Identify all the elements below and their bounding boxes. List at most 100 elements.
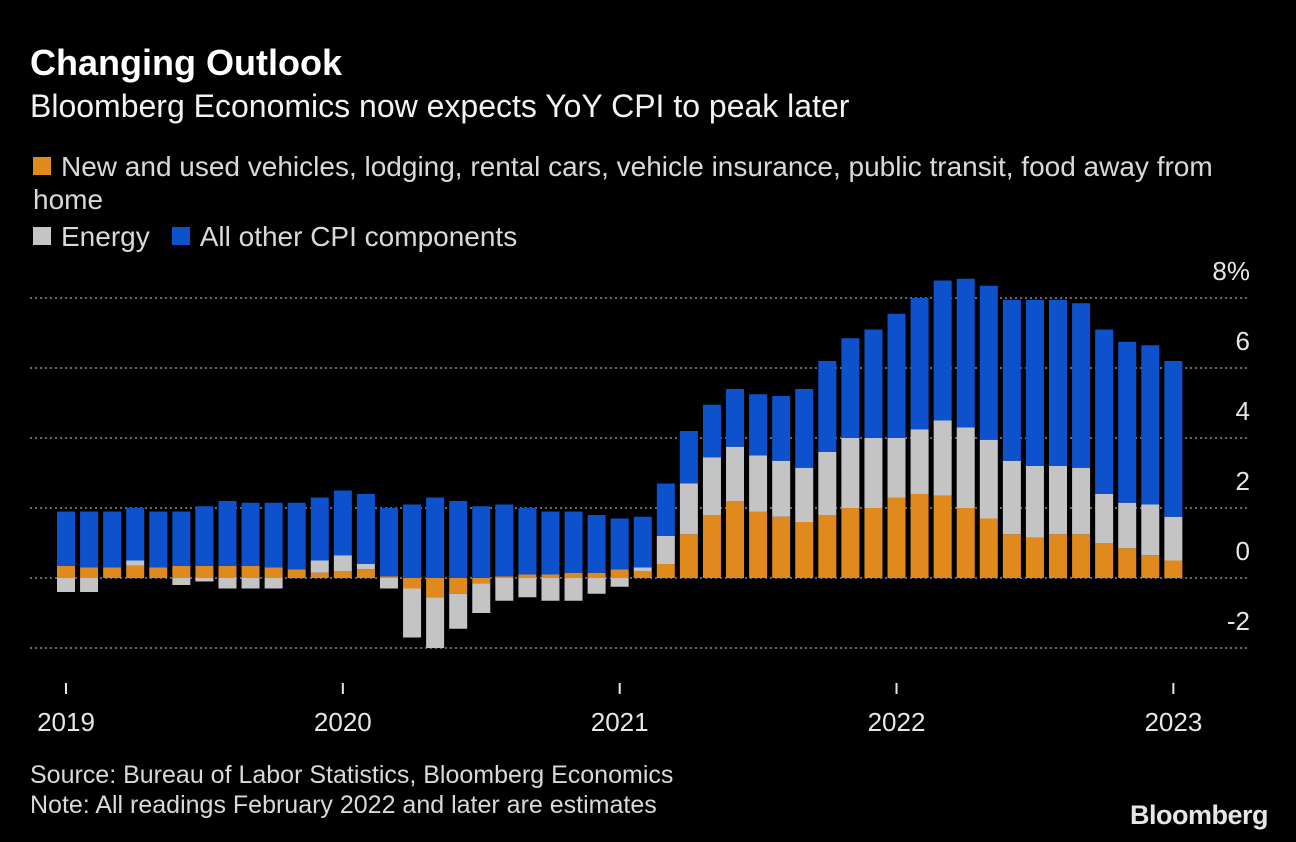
legend-label: New and used vehicles, lodging, rental c… <box>33 151 1213 215</box>
bar-segment <box>818 515 837 578</box>
bar-segment <box>172 565 191 578</box>
bar-segment <box>587 578 606 594</box>
bar-segment <box>1072 303 1091 468</box>
bar-segment <box>426 497 445 578</box>
bar-segment <box>495 578 514 601</box>
bar-segment <box>1025 299 1044 466</box>
bar-segment <box>633 567 652 571</box>
bar-segment <box>518 508 537 575</box>
bar-segment <box>933 420 952 496</box>
bar-segment <box>956 427 975 508</box>
legend-swatch <box>33 157 51 175</box>
bar-segment <box>403 578 422 589</box>
bar-segment <box>772 396 791 461</box>
bar-segment <box>449 578 468 594</box>
bar-segment <box>57 511 75 566</box>
bar-segment <box>126 560 145 566</box>
bar-segment <box>1025 466 1044 538</box>
bar-segment <box>679 483 698 535</box>
bar-segment <box>933 495 952 578</box>
bar-segment <box>172 578 191 585</box>
y-tick-label: 2 <box>1236 466 1250 496</box>
bar-segment <box>887 313 906 438</box>
bar-segment <box>218 578 237 589</box>
bar-segment <box>633 516 652 568</box>
bar-segment <box>310 572 329 578</box>
bar-segment <box>80 511 99 568</box>
bar-segment <box>979 285 998 440</box>
bar-segment <box>702 404 721 458</box>
bar-segment <box>1002 299 1021 461</box>
bar-segment <box>195 506 214 566</box>
bar-segment <box>310 560 329 573</box>
brand-logo: Bloomberg <box>1129 800 1269 830</box>
bar-segment <box>795 467 814 522</box>
bar-segment <box>241 578 260 589</box>
bar-segment <box>1141 345 1160 505</box>
bar-segment <box>472 506 491 578</box>
bar-segment <box>126 565 145 578</box>
bar-segment <box>656 536 675 564</box>
y-tick-label: 4 <box>1236 396 1250 426</box>
y-tick-label: 6 <box>1236 326 1250 356</box>
legend-item: Energy <box>33 221 150 252</box>
bar-segment <box>749 511 768 578</box>
bar-segment <box>1141 504 1160 556</box>
bar-segment <box>126 508 145 561</box>
footnotes: Source: Bureau of Labor Statistics, Bloo… <box>30 760 673 820</box>
bar-segment <box>887 497 906 578</box>
bar-segment <box>726 501 745 578</box>
bar-segment <box>1002 534 1021 578</box>
bar-segment <box>57 578 75 592</box>
bar-segment <box>564 572 583 578</box>
bar-segment <box>795 522 814 578</box>
bar-segment <box>241 502 260 566</box>
bar-segment <box>610 518 629 570</box>
bar-segment <box>772 460 791 517</box>
bar-segment <box>356 494 375 564</box>
bar-segment <box>1049 534 1068 578</box>
bar-segment <box>149 511 168 568</box>
bar-segment <box>610 569 629 578</box>
bar-segment <box>379 508 398 577</box>
bar-segment <box>356 564 375 570</box>
bar-segment <box>610 578 629 587</box>
bar-segment <box>1049 466 1068 535</box>
bar-segment <box>818 361 837 452</box>
legend-swatch <box>33 227 51 245</box>
bar-segment <box>795 389 814 468</box>
x-tick-label: 2019 <box>37 707 95 737</box>
bar-segment <box>956 508 975 578</box>
bar-segment <box>80 578 99 592</box>
bar-segment <box>864 438 883 508</box>
bar-segment <box>264 567 283 578</box>
legend-label: Energy <box>61 221 150 252</box>
bar-segment <box>218 501 237 566</box>
bar-segment <box>287 569 306 578</box>
bar-segment <box>541 578 560 601</box>
note: Note: All readings February 2022 and lat… <box>30 791 657 819</box>
bar-segment <box>818 452 837 515</box>
bar-segment <box>495 504 514 577</box>
x-tick-label: 2023 <box>1144 707 1202 737</box>
bar-segment <box>726 446 745 501</box>
bar-segment <box>518 578 537 598</box>
bar-segment <box>564 511 583 573</box>
y-tick-label: 0 <box>1236 536 1250 566</box>
bar-segment <box>679 534 698 578</box>
bar-segment <box>195 565 214 578</box>
bar-segment <box>841 508 860 578</box>
bar-segment <box>979 439 998 519</box>
bar-segment <box>1095 543 1114 578</box>
bar-segment <box>80 567 99 578</box>
bar-segment <box>333 490 352 556</box>
bar-segment <box>264 502 283 568</box>
bar-segment <box>656 483 675 536</box>
bar-segment <box>656 564 675 578</box>
bar-segment <box>841 438 860 508</box>
bar-segment <box>264 578 283 589</box>
bar-segment <box>726 389 745 447</box>
bar-segment <box>149 567 168 578</box>
x-tick-label: 2021 <box>591 707 649 737</box>
